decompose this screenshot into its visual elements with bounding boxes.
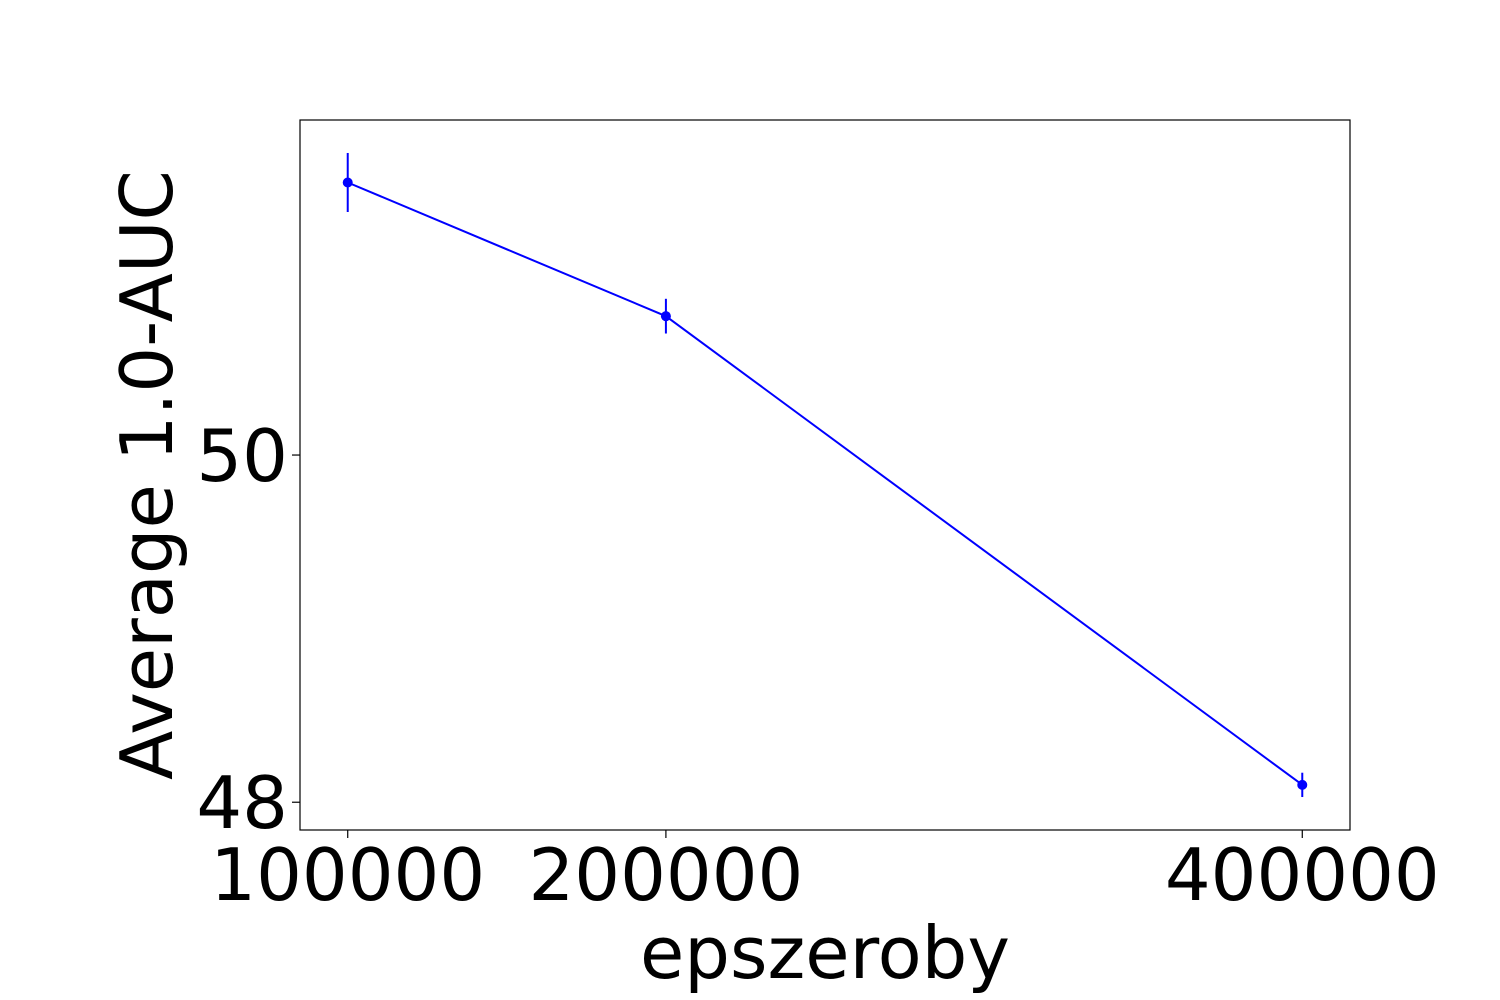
y-axis-label: Average 1.0-AUC — [105, 170, 189, 780]
data-point — [1297, 779, 1308, 790]
y-tick-label: 50 — [196, 414, 288, 498]
series-line — [347, 181, 1303, 786]
x-tick-label: 400000 — [1165, 833, 1440, 917]
data-point — [660, 311, 671, 322]
plot-frame — [299, 119, 1351, 831]
y-tick-label: 48 — [196, 761, 288, 845]
data-point — [342, 177, 353, 188]
x-axis-label: epszeroby — [640, 911, 1010, 995]
x-tick-label: 200000 — [528, 833, 803, 917]
x-tick-label: 100000 — [210, 833, 485, 917]
